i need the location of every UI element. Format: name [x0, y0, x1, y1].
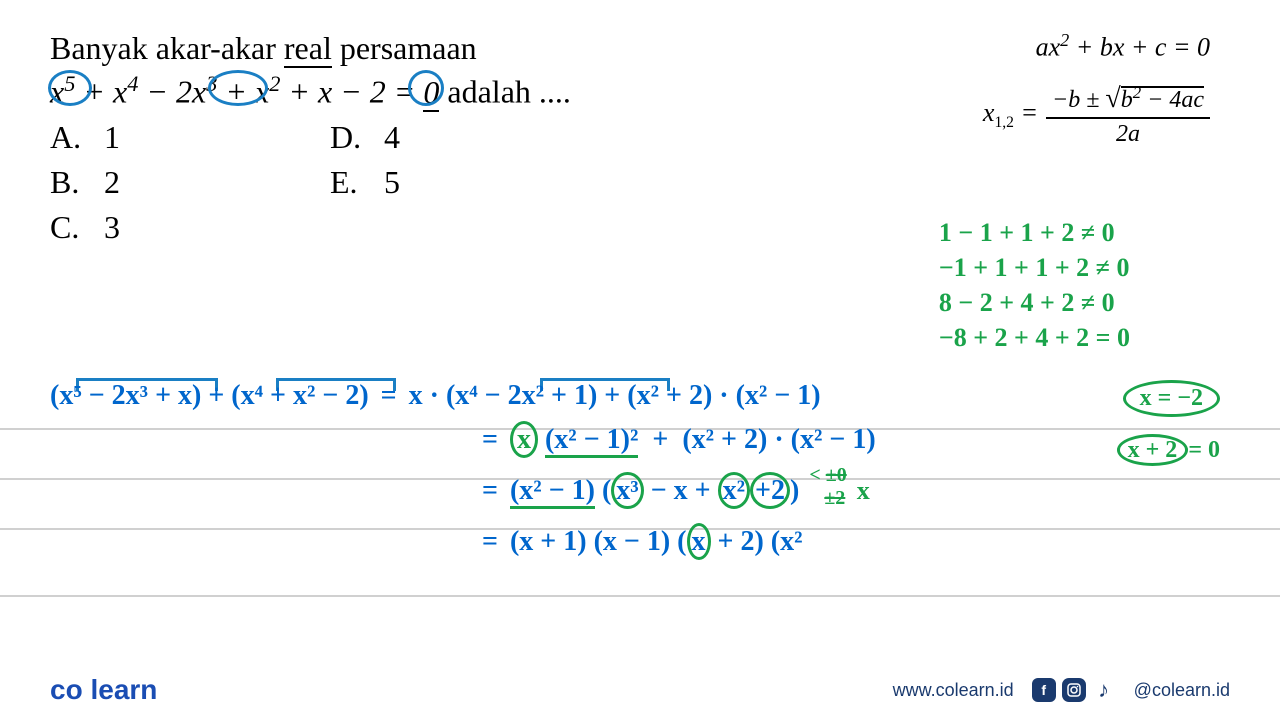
- green-factor-note: x + 2= 0: [1117, 434, 1220, 466]
- blue-circle-2x3: [208, 70, 268, 106]
- blue-circle-x5: [48, 70, 92, 106]
- social-icons: f ♪: [1032, 678, 1116, 702]
- instagram-icon: [1062, 678, 1086, 702]
- calc-line-2: −1 + 1 + 1 + 2 ≠ 0: [939, 250, 1130, 285]
- brand-logo: co learn: [50, 674, 157, 706]
- option-b: B.2: [50, 164, 330, 201]
- question-suffix: adalah ....: [447, 74, 571, 110]
- quadratic-formula: x1,2 = −b ± √b2 − 4ac 2a: [983, 83, 1210, 148]
- work-line-2: = x (x² − 1)² + (x² + 2) · (x² − 1): [50, 424, 1230, 456]
- footer: co learn www.colearn.id f ♪ @colearn.id: [0, 660, 1280, 720]
- calc-line-1: 1 − 1 + 1 + 2 ≠ 0: [939, 215, 1130, 250]
- work-line-3: = (x² − 1) (x³ − x + x²+2) < ±0 ±2 x: [50, 468, 1230, 514]
- formula-area: ax2 + bx + c = 0 x1,2 = −b ± √b2 − 4ac 2…: [983, 30, 1210, 148]
- footer-handle: @colearn.id: [1134, 680, 1230, 701]
- green-root-note: x = −2: [1123, 380, 1220, 417]
- work-line-1: (x⁵ − 2x³ + x) + (x⁴ + x² − 2) = x · (x⁴…: [50, 380, 1230, 412]
- calc-line-3: 8 − 2 + 4 + 2 ≠ 0: [939, 285, 1130, 320]
- calc-line-4: −8 + 2 + 4 + 2 = 0: [939, 320, 1130, 355]
- ruled-line: [0, 595, 1280, 597]
- facebook-icon: f: [1032, 678, 1056, 702]
- green-trial-calcs: 1 − 1 + 1 + 2 ≠ 0 −1 + 1 + 1 + 2 ≠ 0 8 −…: [939, 215, 1130, 355]
- option-a: A.1: [50, 119, 330, 156]
- work-area: (x⁵ − 2x³ + x) + (x⁴ + x² − 2) = x · (x⁴…: [50, 380, 1230, 570]
- option-e: E.5: [330, 164, 610, 201]
- tiktok-icon: ♪: [1092, 678, 1116, 702]
- footer-right: www.colearn.id f ♪ @colearn.id: [893, 678, 1230, 702]
- quadratic-standard: ax2 + bx + c = 0: [983, 30, 1210, 63]
- blue-circle-x: [408, 70, 444, 106]
- option-d: D.4: [330, 119, 610, 156]
- footer-url: www.colearn.id: [893, 680, 1014, 701]
- option-c: C.3: [50, 209, 330, 246]
- work-line-4: = (x + 1) (x − 1) (x + 2) (x²: [50, 526, 1230, 558]
